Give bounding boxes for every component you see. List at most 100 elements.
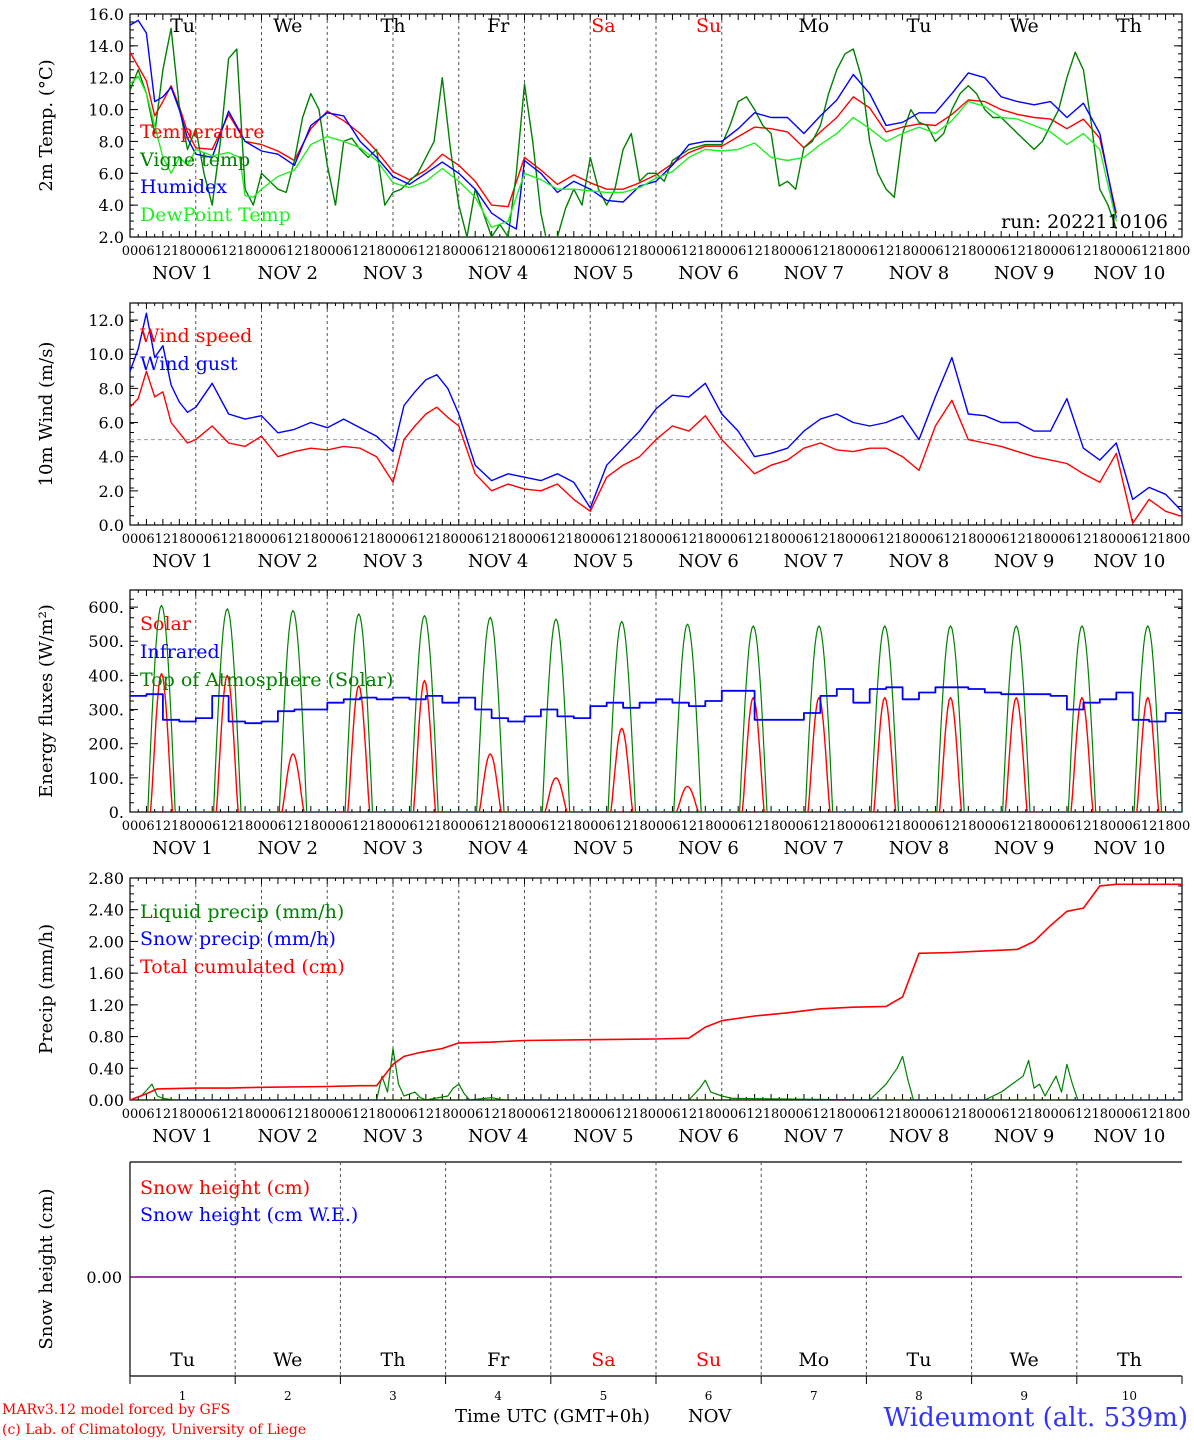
hour-tick-label: 12: [944, 532, 961, 547]
hour-tick-label: 12: [681, 532, 698, 547]
date-number-label: 6: [705, 1389, 713, 1403]
date-label: NOV 7: [784, 838, 844, 859]
y-tick-label: 0.0: [99, 516, 124, 535]
time-axis-label: Time UTC (GMT+0h): [455, 1406, 650, 1427]
hour-tick-label: 12: [681, 1107, 698, 1122]
hour-tick-label: 12: [286, 1107, 303, 1122]
hour-tick-label: 06: [204, 532, 221, 547]
hour-tick-label: 18: [829, 532, 846, 547]
hour-tick-label: 00: [450, 819, 467, 834]
hour-tick-label: 12: [155, 819, 172, 834]
hour-tick-label: 18: [763, 532, 780, 547]
hour-tick-label: 06: [401, 532, 418, 547]
hour-tick-label: 00: [911, 244, 928, 259]
hour-tick-label: 12: [352, 819, 369, 834]
day-name-label: Su: [696, 1349, 721, 1371]
hour-tick-label: 00: [450, 1107, 467, 1122]
hour-tick-label: 06: [861, 1107, 878, 1122]
hour-tick-label: 00: [253, 244, 270, 259]
hour-tick-label: 12: [1009, 532, 1026, 547]
y-tick-label: 12.0: [88, 69, 124, 88]
y-tick-label: 2.0: [99, 228, 124, 247]
date-label: NOV 9: [994, 263, 1054, 284]
hour-tick-label: 18: [1026, 244, 1043, 259]
y-axis-label: Energy fluxes (W/m²): [36, 604, 57, 798]
hour-tick-label: 12: [483, 532, 500, 547]
hour-tick-label: 18: [171, 819, 188, 834]
hour-tick-label: 00: [319, 244, 336, 259]
hour-tick-label: 18: [171, 1107, 188, 1122]
run-label: run: 2022110106: [1001, 211, 1168, 233]
hour-tick-label: 18: [960, 244, 977, 259]
hour-tick-label: 18: [960, 1107, 977, 1122]
hour-tick-label: 12: [1075, 244, 1092, 259]
y-tick-label: 2.0: [99, 482, 124, 501]
hour-tick-label: 12: [286, 819, 303, 834]
infrared-line: [130, 686, 1182, 725]
date-label: NOV 1: [152, 1126, 212, 1147]
hour-tick-label: 06: [664, 532, 681, 547]
day-name-label: Th: [381, 15, 406, 37]
hour-tick-label: 00: [976, 244, 993, 259]
hour-tick-label: 06: [401, 244, 418, 259]
hour-tick-label: 06: [927, 532, 944, 547]
date-number-label: 9: [1020, 1389, 1028, 1403]
hour-tick-label: 18: [566, 1107, 583, 1122]
hour-tick-label: 12: [220, 1107, 237, 1122]
hour-tick-label: 12: [155, 244, 172, 259]
date-label: NOV 3: [363, 263, 423, 284]
hour-tick-label: 00: [187, 1107, 204, 1122]
hour-tick-label: 18: [171, 244, 188, 259]
day-name-label: We: [1010, 1349, 1039, 1371]
hour-tick-label: 00: [582, 532, 599, 547]
day-name-label: Sa: [591, 1349, 615, 1371]
hour-tick-label: 18: [697, 1107, 714, 1122]
hour-tick-label: 00: [1042, 819, 1059, 834]
hour-tick-label: 00: [122, 819, 139, 834]
hour-tick-label: 00: [713, 1107, 730, 1122]
hour-tick-label: 18: [1157, 819, 1174, 834]
hour-tick-label: 00: [845, 819, 862, 834]
hour-tick-label: 12: [878, 532, 895, 547]
hour-tick-label: 12: [944, 819, 961, 834]
hour-tick-label: 06: [598, 532, 615, 547]
hour-tick-label: 18: [960, 819, 977, 834]
hour-tick-label: 18: [894, 244, 911, 259]
hour-tick-label: 06: [598, 1107, 615, 1122]
day-name-label: Th: [381, 1349, 406, 1371]
date-number-label: 5: [600, 1389, 608, 1403]
hour-tick-label: 00: [648, 244, 665, 259]
legend-entry: Infrared: [140, 641, 220, 663]
y-tick-label: 0.40: [88, 1059, 124, 1078]
series-line: [130, 883, 1182, 1100]
hour-tick-label: 12: [418, 819, 435, 834]
legend-entry: Temperature: [140, 121, 264, 143]
hour-tick-label: 18: [500, 244, 517, 259]
y-tick-label: 14.0: [88, 37, 124, 56]
hour-tick-label: 06: [730, 819, 747, 834]
hour-tick-label: 06: [730, 532, 747, 547]
y-tick-label: 1.20: [88, 996, 124, 1015]
hour-tick-label: 00: [911, 532, 928, 547]
hour-tick-label: 18: [631, 1107, 648, 1122]
hour-tick-label: 12: [1009, 1107, 1026, 1122]
precip-panel: 0.00 0.40 0.80 1.20 1.60 2.00 2.40 2.80 Precip (…: [36, 869, 1190, 1147]
hour-tick-label: 18: [829, 819, 846, 834]
legend-entry: Snow height (cm W.E.): [140, 1204, 358, 1226]
series-line: [130, 1047, 1182, 1100]
hour-tick-label: 18: [566, 532, 583, 547]
hour-tick-label: 06: [1059, 1107, 1076, 1122]
hour-tick-label: 06: [993, 1107, 1010, 1122]
y-tick-label: 1.60: [88, 964, 124, 983]
date-number-label: 1: [179, 1389, 187, 1403]
month-label: NOV: [688, 1406, 732, 1427]
hour-tick-label: 12: [812, 244, 829, 259]
hour-tick-label: 06: [270, 1107, 287, 1122]
hour-tick-label: 00: [516, 819, 533, 834]
y-tick-label: 8.0: [99, 379, 124, 398]
hour-tick-label: 18: [434, 1107, 451, 1122]
hour-tick-label: 00: [976, 532, 993, 547]
hour-tick-label: 18: [1157, 532, 1174, 547]
y-tick-label: 100.: [88, 769, 124, 788]
hour-tick-label: 00: [648, 532, 665, 547]
